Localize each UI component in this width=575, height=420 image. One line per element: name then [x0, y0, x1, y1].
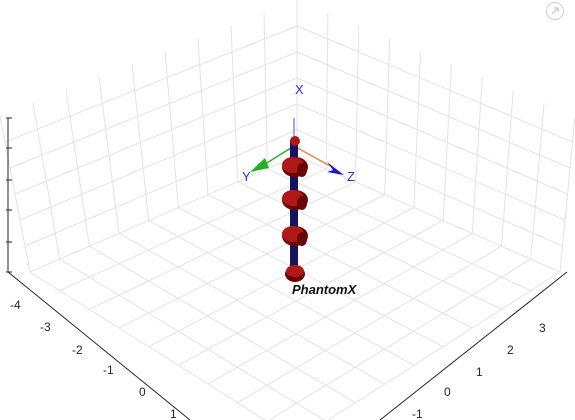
grid-line	[29, 155, 298, 273]
z-axis-line	[293, 145, 331, 167]
grid-line	[4, 25, 298, 143]
z-axis-label: Z	[347, 169, 355, 184]
grid-line	[148, 220, 415, 366]
right-tick-label: 3	[539, 321, 546, 335]
robot-joint-cap	[297, 163, 307, 177]
right-tick-label: 1	[476, 365, 483, 379]
grid-line	[296, 103, 566, 221]
z-arrow-head	[327, 162, 344, 175]
robot-model[interactable]: PhantomX	[282, 136, 358, 297]
left-tick-label: -3	[40, 320, 51, 334]
grid-line	[118, 194, 385, 329]
grid-line	[268, 258, 532, 420]
right-tick-label: 2	[507, 343, 514, 357]
y-arrow-head	[250, 158, 269, 172]
grid-line	[237, 181, 502, 310]
grid-line	[29, 271, 267, 420]
grid-line	[178, 207, 444, 348]
grid-line	[296, 155, 561, 273]
robot-joint-cap	[297, 196, 307, 210]
robot-name-label: PhantomX	[292, 282, 358, 297]
left-tick-label: 0	[139, 385, 146, 399]
y-axis-line	[261, 145, 295, 167]
right-tick-label: 0	[444, 385, 451, 399]
tick-marks	[6, 117, 568, 420]
grid-line	[59, 258, 325, 420]
left-tick-label: -4	[10, 298, 21, 312]
robot-base	[286, 265, 304, 277]
y-axis-label: Y	[242, 169, 251, 184]
restore-view-button[interactable]	[546, 2, 564, 20]
grid-line	[178, 220, 444, 366]
robot-joint-cap	[297, 232, 307, 246]
right-axis-line	[379, 271, 568, 420]
grid-line	[267, 168, 531, 292]
grid-line	[59, 168, 327, 292]
base-coordinate-frame: X Y Z	[242, 82, 355, 184]
robot-name-prefix: Phantom	[292, 282, 348, 297]
grid-line	[237, 245, 502, 404]
robot-name-suffix: X	[347, 282, 358, 297]
grid-line	[19, 103, 298, 221]
x-axis-label: X	[295, 82, 304, 97]
grid-line	[296, 51, 571, 169]
robot-joint	[290, 136, 300, 146]
left-axis-tick-labels: -4 -3 -2 -1 0 1	[10, 298, 177, 420]
grid-line	[207, 232, 473, 385]
grid-line	[9, 51, 298, 169]
grid-line	[207, 194, 473, 329]
grid-line	[296, 77, 568, 195]
right-axis-tick-labels: 3 2 1 0 -1	[412, 321, 546, 420]
grid-line	[148, 207, 415, 348]
grid-line	[118, 232, 385, 385]
left-tick-label: -1	[103, 363, 114, 377]
grid-line	[296, 129, 563, 247]
left-tick-label: 1	[170, 407, 177, 420]
left-tick-label: -2	[72, 343, 83, 357]
arrow-up-right-icon	[551, 7, 559, 15]
grid-line	[14, 77, 298, 195]
grid-line	[89, 181, 356, 310]
grid-line	[24, 129, 298, 247]
robot-joints	[282, 136, 308, 282]
grid-line	[296, 25, 573, 143]
right-tick-label: -1	[412, 407, 423, 420]
grid-line	[327, 271, 561, 420]
left-axis-line	[7, 271, 191, 420]
grid-line	[89, 245, 356, 404]
